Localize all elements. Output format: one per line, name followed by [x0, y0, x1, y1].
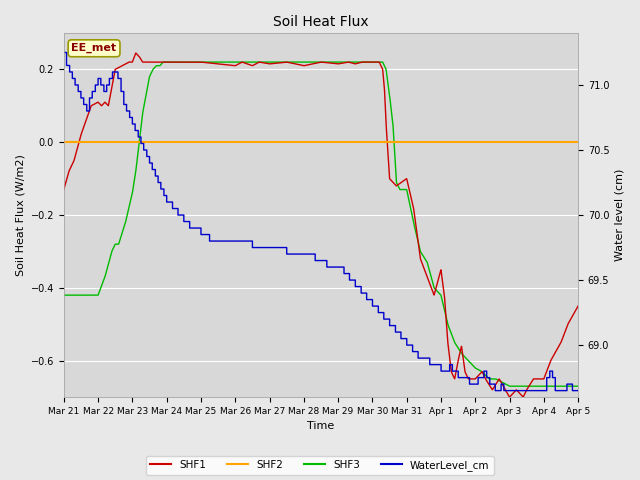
Title: Soil Heat Flux: Soil Heat Flux — [273, 15, 369, 29]
Y-axis label: Water level (cm): Water level (cm) — [615, 169, 625, 261]
Y-axis label: Soil Heat Flux (W/m2): Soil Heat Flux (W/m2) — [15, 154, 25, 276]
Legend: SHF1, SHF2, SHF3, WaterLevel_cm: SHF1, SHF2, SHF3, WaterLevel_cm — [146, 456, 494, 475]
X-axis label: Time: Time — [307, 421, 335, 432]
Text: EE_met: EE_met — [72, 43, 116, 53]
